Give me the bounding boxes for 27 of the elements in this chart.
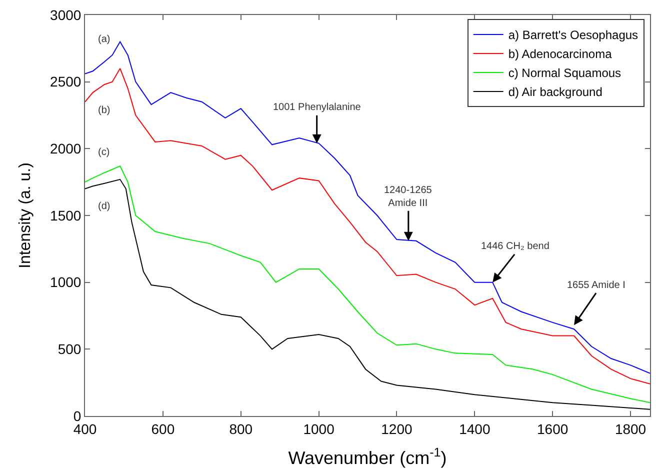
x-tick-label: 1200 [381,420,412,437]
annotation: 1446 CH₂ bend [481,241,550,252]
y-tick-label: 2500 [50,74,82,90]
annotation: (d) [98,201,110,212]
x-tick-label: 1000 [303,420,335,437]
x-tick-label: 1800 [614,420,646,437]
y-tick-label: 1500 [50,207,82,224]
x-tick-label: 600 [151,420,175,437]
y-tick-label: 1000 [50,274,82,290]
x-tick-label: 1600 [537,420,568,437]
annotation: 1240-1265 Amide III [384,185,432,209]
y-tick-label: 2000 [50,140,82,157]
annotation: (b) [98,105,110,116]
x-axis-title: Wavenumber (cm$^{-1}$) [288,445,447,468]
legend-label: d) Air background [508,85,602,100]
legend-label: a) Barrett's Oesophagus [508,28,638,42]
legend-label: c) Normal Squamous [508,66,622,80]
y-tick-label: 500 [58,341,82,358]
x-tick-label: 1400 [459,420,490,437]
legend-label: b) Adenocarcinoma [508,47,612,62]
y-tick-label: 3000 [50,6,82,23]
annotation: 1655 Amide I [567,280,626,291]
x-tick-label: 800 [229,420,253,437]
annotation: 1001 Phenylalanine [273,102,362,113]
y-axis-title: Intensity (a. u.) [16,162,34,268]
annotation: (c) [98,147,110,158]
annotation: (a) [98,34,110,45]
